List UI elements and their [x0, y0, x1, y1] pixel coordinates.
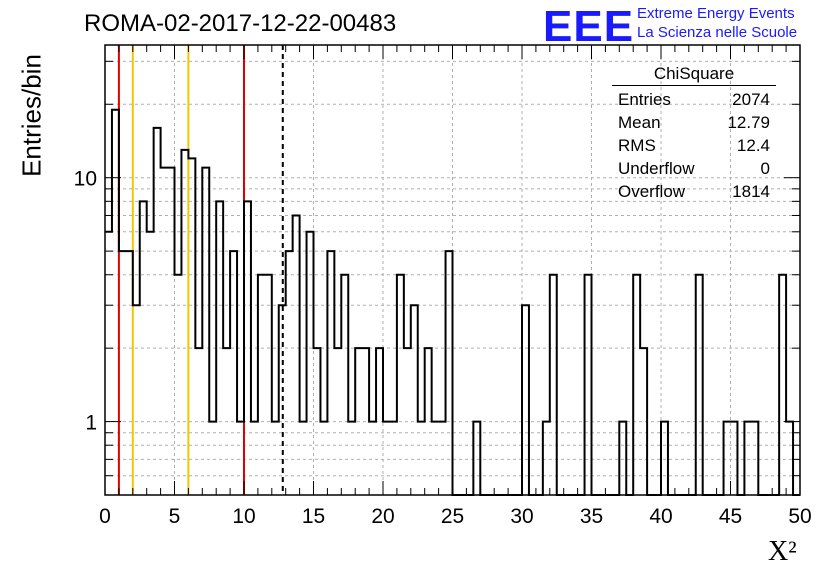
histogram-series [105, 108, 800, 496]
stats-box: ChiSquare Entries 2074 Mean 12.79 RMS 12… [612, 64, 776, 203]
x-tick-label: 35 [580, 505, 603, 528]
stats-label: RMS [618, 136, 656, 155]
x-tick-label: 25 [441, 505, 464, 528]
stats-row-entries: Entries 2074 [612, 88, 776, 111]
stats-value: 12.79 [727, 113, 770, 132]
x-axis-label: X² [768, 536, 797, 567]
stats-label: Mean [618, 113, 661, 132]
stats-label: Underflow [618, 159, 695, 178]
x-tick-label: 50 [788, 505, 811, 528]
eee-logo-mark: EEE [543, 2, 635, 51]
stats-label: Entries [618, 90, 671, 109]
chart-title: ROMA-02-2017-12-22-00483 [84, 10, 397, 37]
stats-value: 12.4 [736, 136, 770, 155]
x-tick-label: 20 [371, 505, 394, 528]
y-axis-label: Entries/bin [16, 54, 47, 177]
eee-logo: EEE Extreme Energy Events La Scienza nel… [543, 2, 833, 51]
x-tick-label: 40 [649, 505, 672, 528]
stats-row-overflow: Overflow 1814 [612, 180, 776, 203]
logo-line-1: Extreme Energy Events [637, 5, 795, 22]
stats-title: ChiSquare [612, 64, 776, 86]
stats-value: 1814 [732, 182, 770, 201]
y-tick-label: 1 [85, 412, 97, 435]
x-tick-label: 45 [719, 505, 742, 528]
stats-value: 0 [760, 159, 770, 178]
x-tick-label: 10 [232, 505, 255, 528]
logo-line-2: La Scienza nelle Scuole [637, 24, 798, 41]
x-tick-label: 0 [99, 505, 111, 528]
x-tick-label: 15 [302, 505, 325, 528]
stats-value: 2074 [732, 90, 770, 109]
stats-row-mean: Mean 12.79 [612, 111, 776, 134]
stats-label: Overflow [618, 182, 686, 201]
x-tick-label: 30 [510, 505, 533, 528]
y-tick-label: 10 [74, 168, 97, 191]
x-tick-label: 5 [169, 505, 181, 528]
stats-row-underflow: Underflow 0 [612, 157, 776, 180]
stats-row-rms: RMS 12.4 [612, 134, 776, 157]
